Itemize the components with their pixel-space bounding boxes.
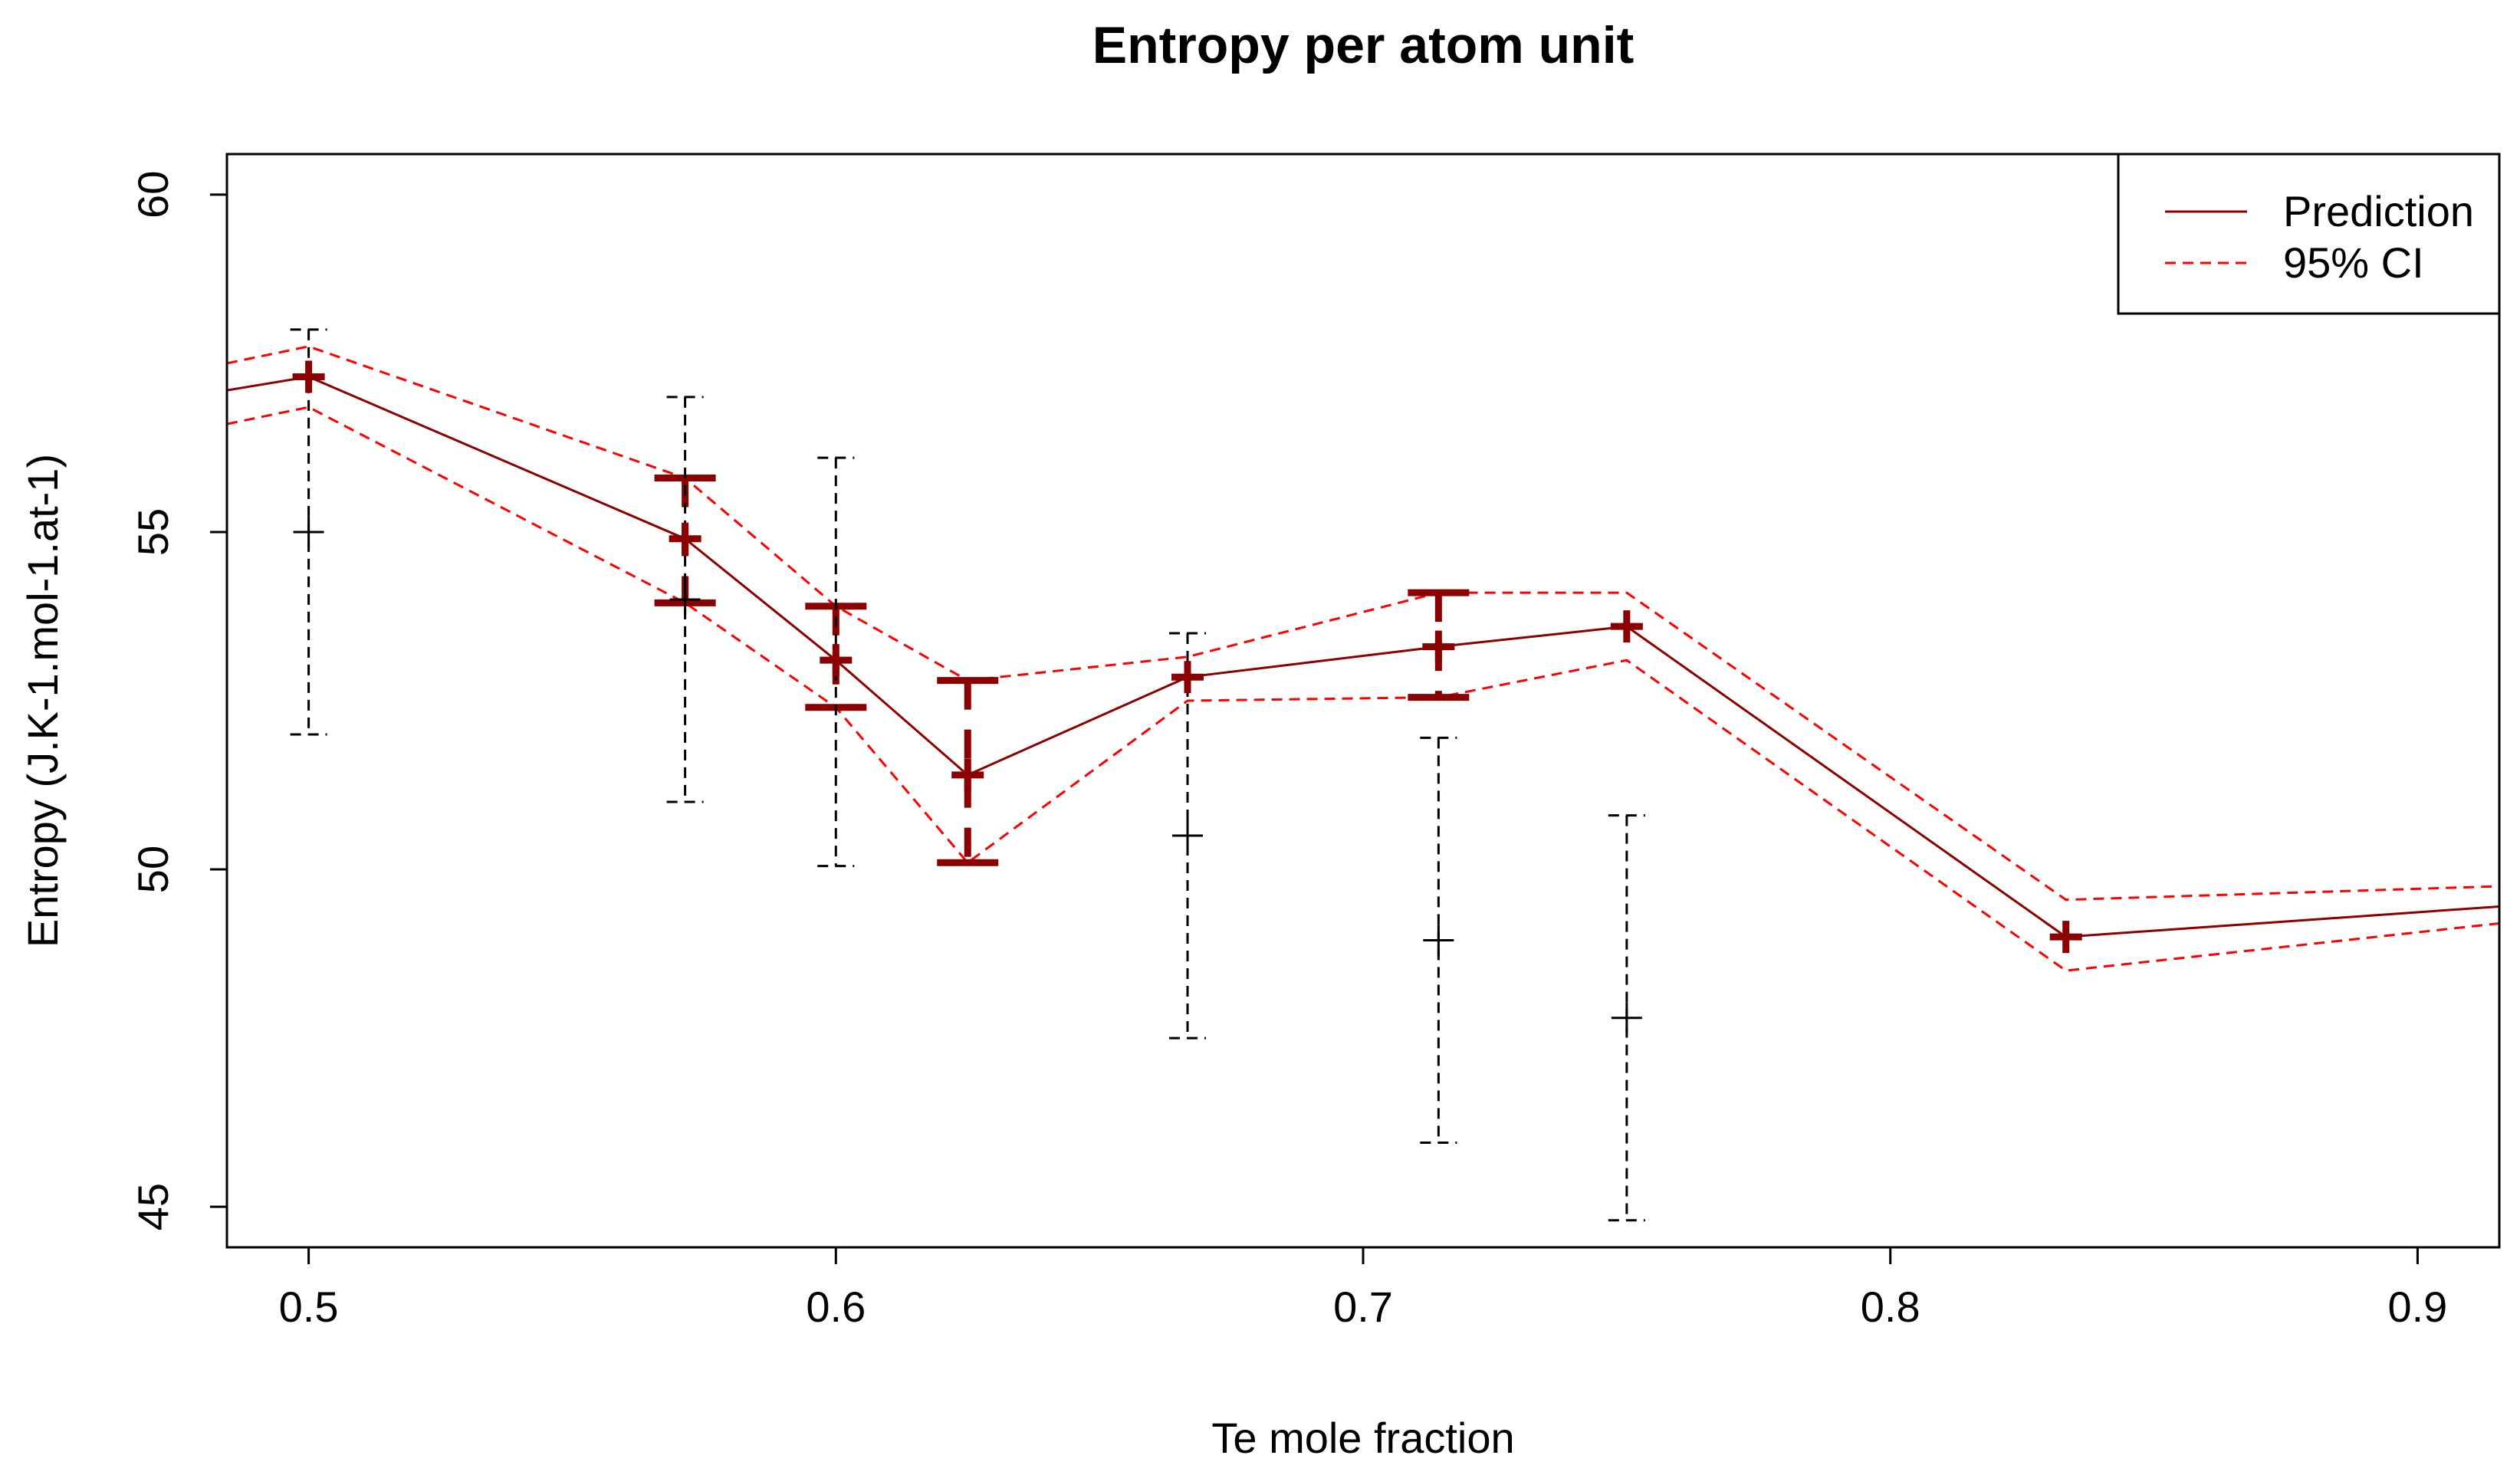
x-tick-label: 0.6 <box>806 1283 866 1331</box>
y-tick-label: 45 <box>129 1183 177 1230</box>
legend: Prediction 95% CI <box>2117 153 2501 315</box>
y-axis-label: Entropy (J.K-1.mol-1.at-1) <box>18 454 67 948</box>
observed-point <box>293 516 324 547</box>
legend-prediction-label: Prediction <box>2283 187 2474 235</box>
observed-point <box>1171 820 1203 852</box>
predicted-point <box>2049 921 2082 954</box>
observed-point <box>1611 1002 1642 1033</box>
plot-frame <box>225 153 2501 1249</box>
predicted-point <box>820 644 853 677</box>
y-axis: 45 50 55 60 <box>129 171 227 1230</box>
observed-point <box>1423 925 1454 956</box>
x-tick-label: 0.9 <box>2387 1283 2447 1331</box>
y-tick-label: 50 <box>129 846 177 893</box>
x-tick-label: 0.5 <box>279 1283 339 1331</box>
predicted-point <box>669 522 701 555</box>
ci-upper-line <box>227 345 2499 902</box>
x-axis-label: Te mole fraction <box>1211 1414 1514 1462</box>
observed-point <box>669 583 701 615</box>
plot-clip-layer <box>227 345 2499 972</box>
y-tick-label: 55 <box>129 508 177 556</box>
ci-lower-line <box>227 406 2499 972</box>
prediction-line <box>227 375 2499 938</box>
legend-box <box>2117 153 2501 315</box>
legend-ci-label: 95% CI <box>2283 238 2424 287</box>
x-tick-label: 0.8 <box>1861 1283 1920 1331</box>
predicted-point <box>1422 630 1455 663</box>
predicted-point <box>951 758 984 791</box>
chart-title: Entropy per atom unit <box>1092 16 1634 74</box>
predicted-point <box>1171 661 1204 694</box>
plot-area <box>225 153 2501 1249</box>
predicted-point <box>1610 610 1643 643</box>
marks-layer <box>290 328 2082 1222</box>
x-tick-label: 0.7 <box>1333 1283 1393 1331</box>
y-tick-label: 60 <box>129 171 177 218</box>
predicted-point <box>292 360 325 393</box>
x-axis: 0.5 0.6 0.7 0.8 0.9 <box>279 1247 2447 1331</box>
